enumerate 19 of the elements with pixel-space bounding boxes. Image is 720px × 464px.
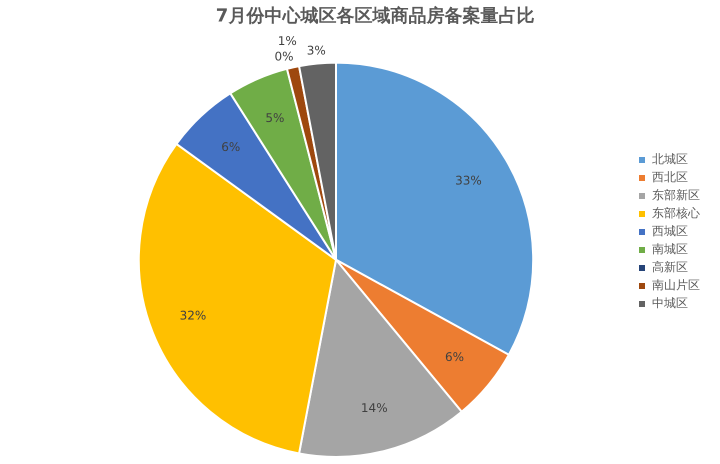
data-label: 33%	[455, 174, 482, 188]
data-label: 32%	[180, 308, 206, 323]
data-label: 3%	[306, 44, 326, 58]
legend-label: 西北区	[652, 170, 688, 184]
legend-label: 中城区	[652, 296, 688, 310]
legend-label: 高新区	[652, 260, 688, 274]
legend-label: 西城区	[652, 224, 688, 238]
legend-label: 东部新区	[652, 188, 700, 202]
text: 0%	[274, 49, 294, 64]
data-label: 6%	[444, 350, 464, 364]
data-label: 14%	[360, 400, 388, 415]
chart-title: 7月份中心城区各区域商品房备案量占比	[216, 5, 534, 26]
legend-label: 南城区	[652, 242, 688, 256]
data-label: 1%	[278, 34, 297, 48]
legend-label: 东部核心	[652, 206, 700, 220]
legend-label: 北城区	[652, 152, 688, 166]
data-label: 6%	[221, 140, 240, 154]
data-label: 5%	[265, 110, 284, 125]
legend-label: 南山片区	[652, 278, 700, 292]
